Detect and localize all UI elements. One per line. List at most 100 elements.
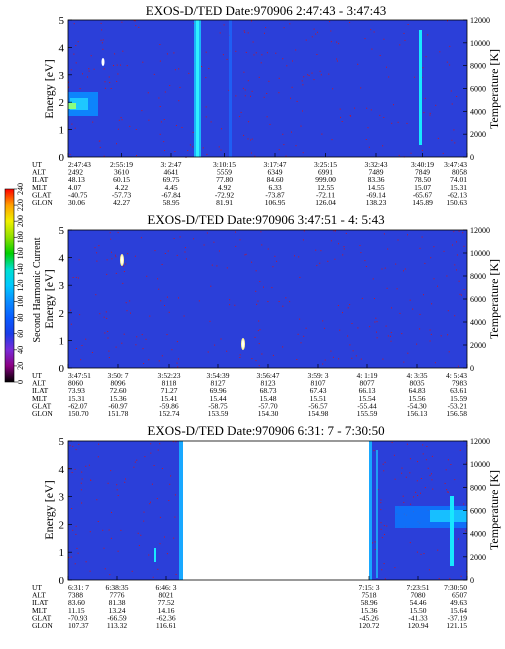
panel-1-y-ticks: 0 1 2 3 4 5 <box>59 15 72 164</box>
noise-speck <box>382 145 384 147</box>
info-cell: -57.73 <box>112 190 132 199</box>
noise-speck <box>76 547 78 549</box>
info-cell: 2:55:19 <box>110 160 133 169</box>
noise-speck <box>381 268 383 270</box>
noise-speck <box>151 483 153 485</box>
noise-speck <box>106 317 108 319</box>
noise-speck <box>121 21 123 23</box>
noise-speck <box>135 25 137 27</box>
noise-speck <box>125 263 127 265</box>
y-tick-label: 0 <box>59 575 65 587</box>
noise-speck <box>103 316 105 318</box>
panel-1-title: EXOS-D/TED Date:970906 2:47:43 - 3:47:43 <box>146 3 386 18</box>
noise-speck <box>98 245 100 247</box>
noise-speck <box>380 502 382 504</box>
noise-speck <box>251 261 253 263</box>
y2-tick-label: 10000 <box>470 39 490 48</box>
noise-speck <box>242 87 244 89</box>
noise-speck <box>404 39 406 41</box>
noise-speck <box>134 255 136 257</box>
noise-speck <box>417 495 419 496</box>
noise-speck <box>295 145 297 147</box>
noise-speck <box>329 21 331 23</box>
info-cell: 15.50 <box>410 606 427 615</box>
noise-speck <box>140 534 142 536</box>
noise-speck <box>385 325 387 327</box>
noise-speck <box>413 496 414 498</box>
noise-speck <box>143 363 145 364</box>
noise-speck <box>117 232 119 234</box>
noise-speck <box>383 563 385 565</box>
noise-speck <box>321 133 323 135</box>
noise-speck <box>429 112 431 114</box>
y2-tick-label: 12000 <box>470 16 490 25</box>
noise-speck <box>456 254 458 256</box>
noise-speck <box>422 453 424 455</box>
noise-speck <box>123 333 125 335</box>
noise-speck <box>256 303 258 305</box>
info-cell: 107.37 <box>68 621 89 630</box>
noise-speck <box>87 76 88 78</box>
panel-1-blob <box>101 58 105 66</box>
y2-tick-label: 2000 <box>470 553 486 562</box>
noise-speck <box>104 332 106 334</box>
noise-speck <box>345 232 347 234</box>
info-cell: 4641 <box>164 168 179 177</box>
noise-speck <box>349 22 351 23</box>
noise-speck <box>174 69 176 71</box>
noise-speck <box>257 300 259 302</box>
info-cell: 120.94 <box>408 621 429 630</box>
noise-speck <box>103 155 105 157</box>
noise-speck <box>366 107 368 109</box>
info-cell: -55.44 <box>357 401 377 410</box>
noise-speck <box>178 100 180 102</box>
noise-speck <box>427 467 429 469</box>
noise-speck <box>424 262 426 264</box>
noise-speck <box>109 574 111 576</box>
noise-speck <box>305 39 307 41</box>
noise-speck <box>271 287 273 289</box>
noise-speck <box>458 230 460 232</box>
noise-speck <box>166 553 168 555</box>
noise-speck <box>424 487 426 489</box>
noise-speck <box>449 45 451 47</box>
noise-speck <box>164 536 165 538</box>
noise-speck <box>263 96 265 98</box>
info-cell: 14.16 <box>158 606 175 615</box>
noise-speck <box>250 152 252 154</box>
info-cell: -56.57 <box>308 401 328 410</box>
info-row-label: GLAT <box>32 401 52 410</box>
info-cell: 7849 <box>415 168 430 177</box>
noise-speck <box>108 350 110 352</box>
noise-speck <box>116 489 118 491</box>
noise-speck <box>461 294 462 296</box>
noise-speck <box>201 66 203 67</box>
info-cell: 69.96 <box>210 386 227 395</box>
info-cell: -54.30 <box>407 401 427 410</box>
noise-speck <box>144 456 146 458</box>
noise-speck <box>305 327 307 329</box>
noise-speck <box>184 251 186 253</box>
noise-speck <box>448 351 450 353</box>
info-cell: 83.60 <box>68 598 85 607</box>
noise-speck <box>278 92 280 94</box>
noise-speck <box>354 107 356 109</box>
noise-speck <box>228 89 230 91</box>
noise-speck <box>81 502 83 504</box>
noise-speck <box>368 146 370 148</box>
noise-speck <box>116 80 118 82</box>
noise-speck <box>393 104 394 106</box>
noise-speck <box>157 449 159 451</box>
noise-speck <box>300 342 302 344</box>
info-cell: 156.58 <box>446 409 467 418</box>
panel-1-plot-area <box>68 20 467 157</box>
noise-speck <box>272 266 274 268</box>
noise-speck <box>130 312 131 314</box>
noise-speck <box>75 533 77 535</box>
noise-speck <box>313 28 315 30</box>
info-cell: 6.33 <box>268 183 281 192</box>
noise-speck <box>376 337 378 339</box>
noise-speck <box>90 55 92 57</box>
info-row-label: ILAT <box>32 598 49 607</box>
noise-speck <box>141 110 143 112</box>
